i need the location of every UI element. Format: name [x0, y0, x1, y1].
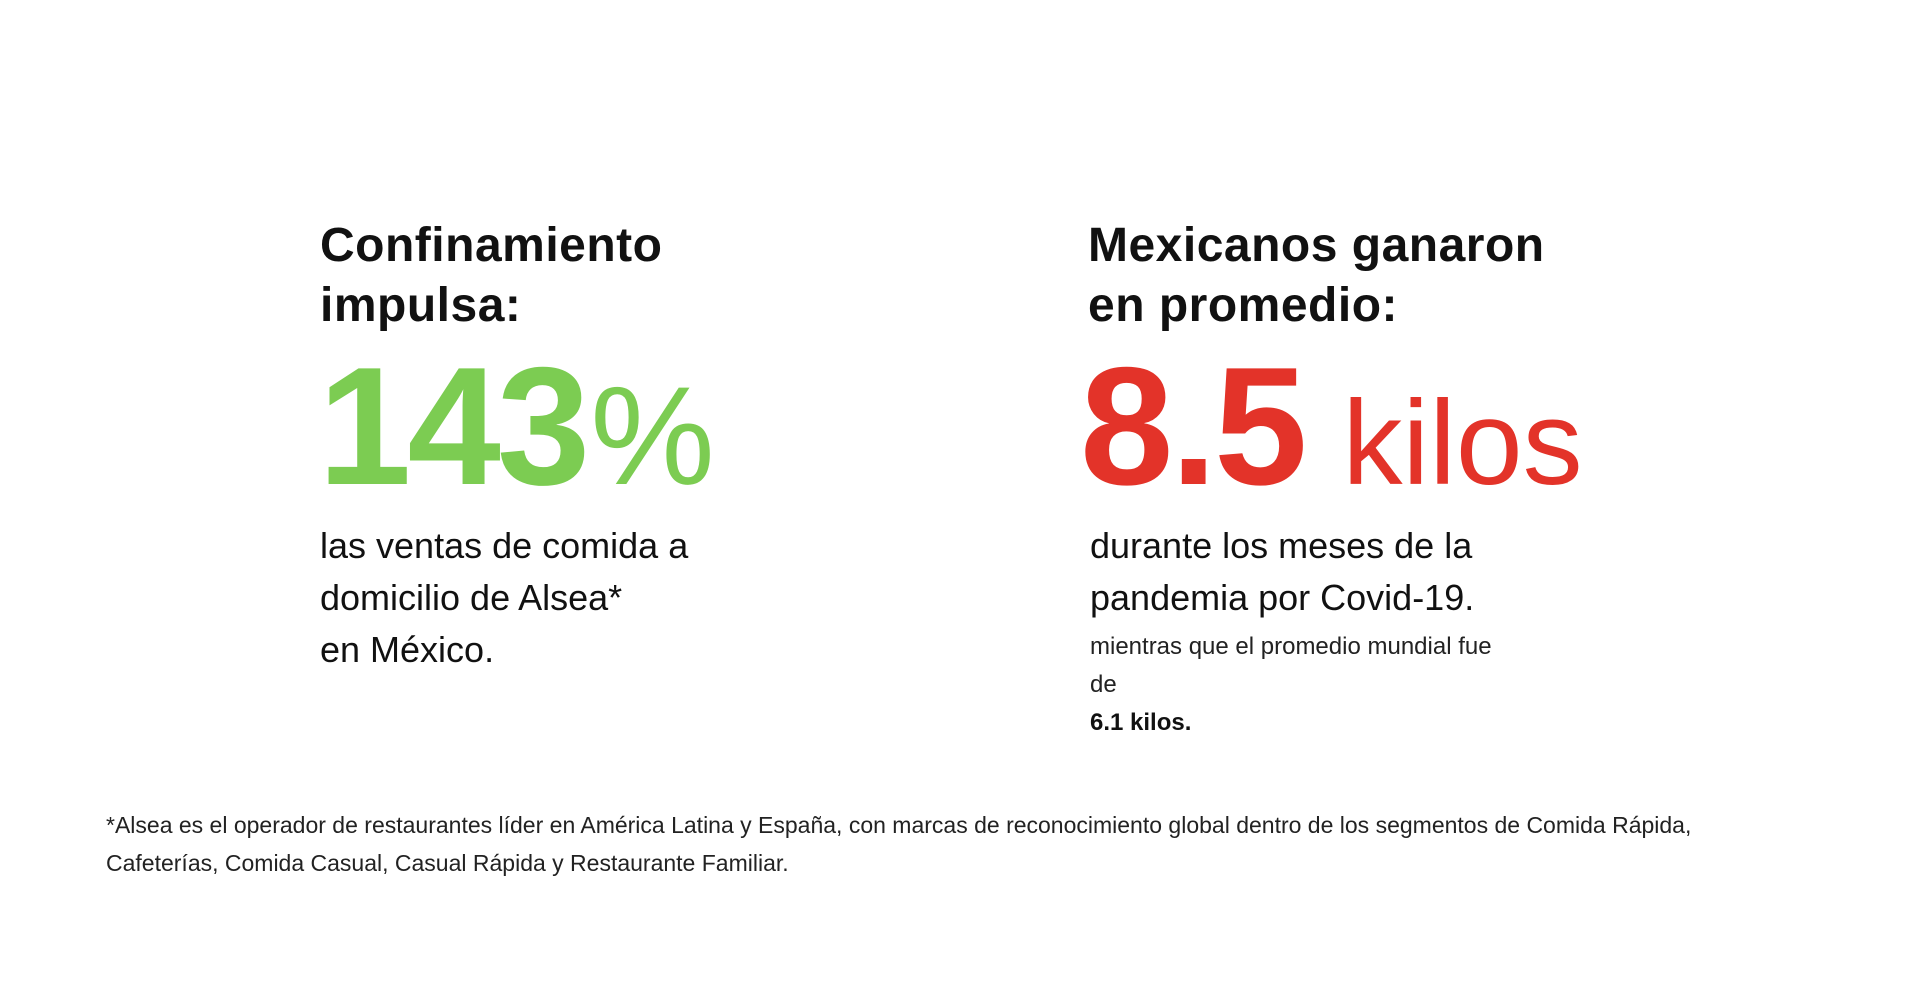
delivery-stat-number: 143: [318, 332, 590, 520]
delivery-stat-heading-line2: impulsa:: [320, 279, 522, 332]
delivery-stat-value: 143%: [318, 342, 715, 510]
weight-stat-value: 8.5 kilos: [1080, 342, 1583, 510]
delivery-stat-desc-line3: en México.: [320, 629, 495, 670]
alsea-footnote-line1: *Alsea es el operador de restaurantes lí…: [106, 812, 1692, 838]
weight-stat-block: Mexicanos ganaron en promedio:: [1088, 216, 1788, 336]
alsea-footnote: *Alsea es el operador de restaurantes lí…: [106, 806, 1691, 882]
delivery-stat-desc-line2: domicilio de Alsea*: [320, 577, 623, 618]
weight-stat-unit: kilos: [1342, 376, 1583, 510]
delivery-stat-unit: %: [590, 357, 715, 514]
weight-stat-heading-line1: Mexicanos ganaron: [1088, 219, 1545, 272]
delivery-stat-heading-line1: Confinamiento: [320, 219, 663, 272]
delivery-stat-desc-line1: las ventas de comida a: [320, 525, 689, 566]
world-average-note-line2: de 6.1 kilos.: [1090, 666, 1492, 742]
weight-stat-desc-line1: durante los meses de la: [1090, 525, 1473, 566]
weight-stat-description: durante los meses de la pandemia por Cov…: [1090, 520, 1474, 624]
world-average-note-prefix: de: [1090, 671, 1117, 698]
weight-stat-desc-line2: pandemia por Covid-19.: [1090, 577, 1475, 618]
alsea-footnote-line2: Cafeterías, Comida Casual, Casual Rápida…: [106, 850, 789, 876]
delivery-stat-block: Confinamiento impulsa:: [320, 216, 880, 336]
weight-stat-heading: Mexicanos ganaron en promedio:: [1088, 216, 1788, 336]
weight-stat-number: 8.5: [1080, 332, 1308, 520]
delivery-stat-description: las ventas de comida a domicilio de Alse…: [320, 520, 688, 676]
world-average-note: mientras que el promedio mundial fue de …: [1090, 628, 1492, 742]
delivery-stat-heading: Confinamiento impulsa:: [320, 216, 880, 336]
weight-stat-heading-line2: en promedio:: [1088, 279, 1399, 332]
world-average-value: 6.1 kilos.: [1090, 709, 1192, 736]
world-average-note-line1: mientras que el promedio mundial fue: [1090, 633, 1492, 660]
